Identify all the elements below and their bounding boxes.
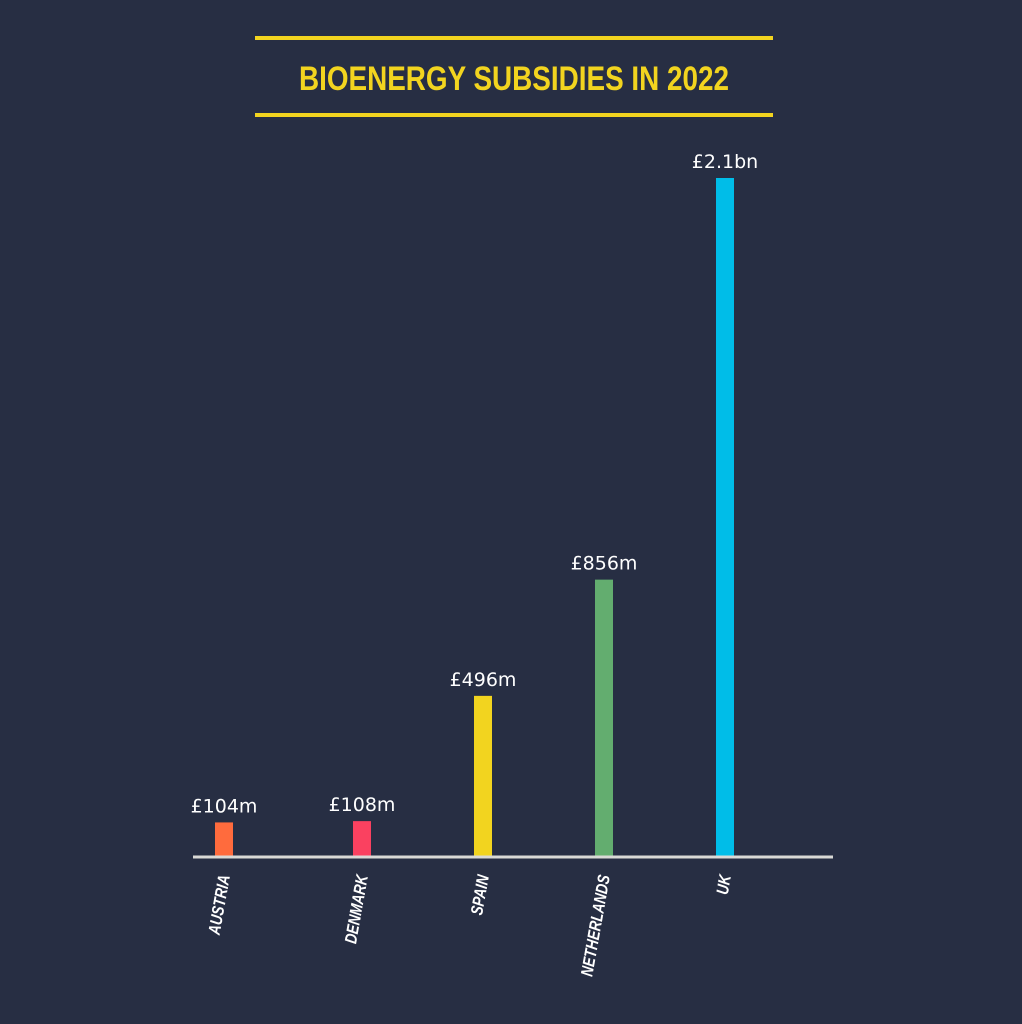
category-label: AUSTRIA	[205, 874, 234, 938]
bar-spain	[474, 695, 492, 856]
chart-title: BIOENERGY SUBSIDIES IN 2022	[299, 59, 729, 97]
category-label: DENMARK	[342, 872, 373, 945]
value-label: £2.1bn	[692, 151, 758, 173]
category-label: UK	[713, 872, 735, 896]
category-label: SPAIN	[468, 873, 494, 917]
bar-uk	[716, 178, 734, 856]
category-label: NETHERLANDS	[578, 873, 614, 978]
value-label: £856m	[571, 553, 638, 575]
bar-austria	[215, 822, 233, 856]
bar-netherlands	[595, 579, 613, 856]
bar-denmark	[353, 821, 371, 856]
value-label: £496m	[450, 669, 517, 691]
value-label: £104m	[191, 795, 258, 817]
value-label: £108m	[329, 794, 396, 816]
